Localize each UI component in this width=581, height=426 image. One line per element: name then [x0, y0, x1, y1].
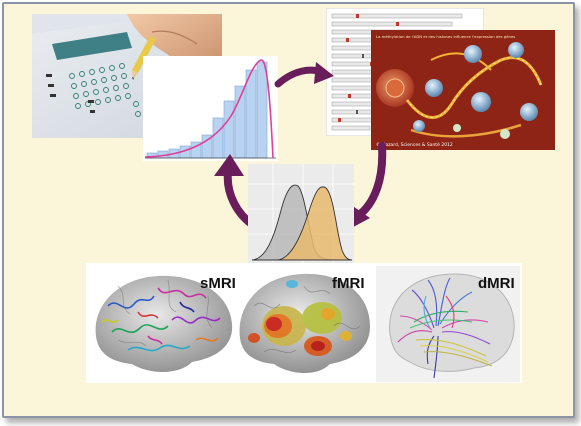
dmri-label: dMRI — [478, 275, 515, 292]
hist-bar — [245, 69, 257, 159]
dmri-tractography — [376, 266, 520, 382]
genome-illustration: La méthylation de l'ADN et des histones … — [371, 30, 555, 150]
density-plot — [248, 164, 354, 264]
smri-brain — [95, 275, 233, 372]
genome-credit: © Hazard, Sciences & Santé 2012 — [376, 141, 453, 148]
histogram-chart — [143, 56, 278, 161]
smri-label: sMRI — [200, 275, 236, 292]
density-curve — [144, 59, 274, 159]
density-orange — [277, 186, 353, 261]
hist-bar — [223, 100, 235, 159]
arrow-to-genome — [274, 62, 334, 88]
hist-bar — [256, 61, 268, 159]
fmri-brain — [239, 273, 370, 374]
fmri-label: fMRI — [332, 275, 365, 292]
genome-caption-title: La méthylation de l'ADN et des histones … — [376, 34, 515, 39]
